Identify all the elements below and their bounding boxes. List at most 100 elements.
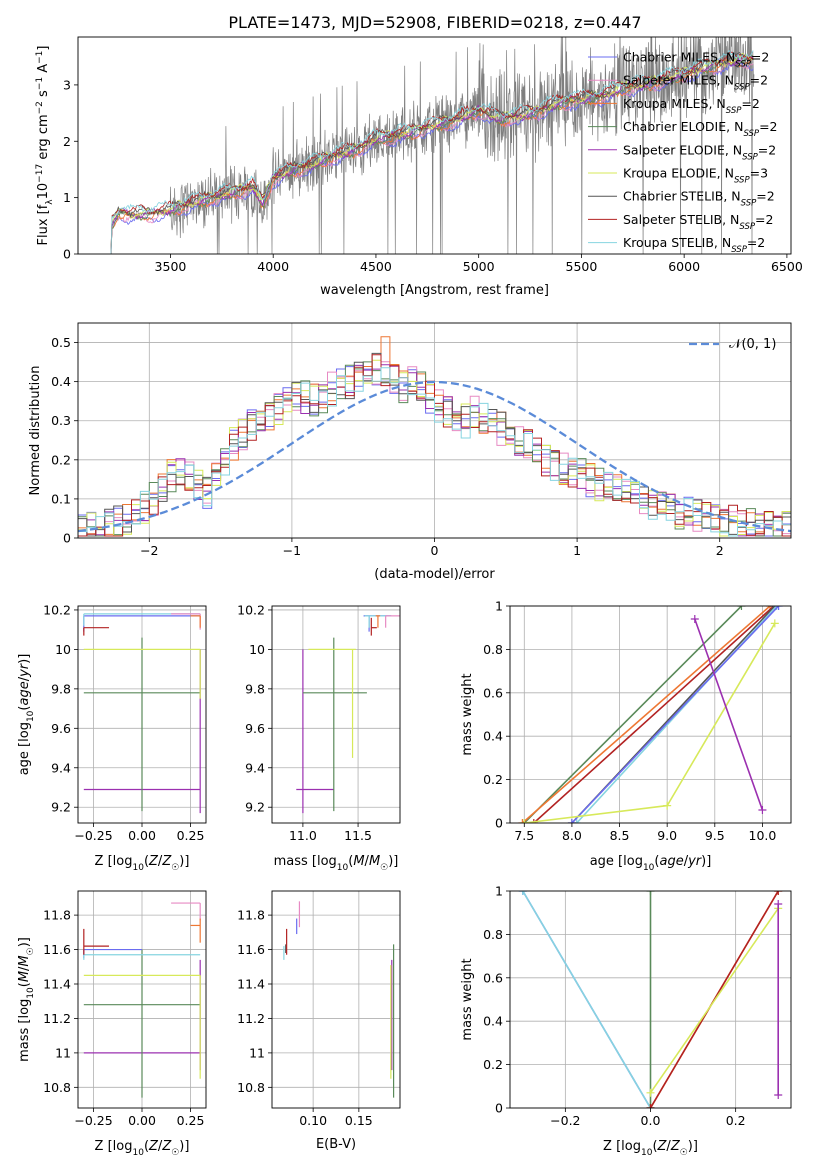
legend-label: Salpeter STELIB, NSSP=2 (623, 212, 773, 232)
x-tick-label: 0.25 (177, 828, 205, 843)
spectrum-legend: Chabrier MILES, NSSP=2 Salpeter MILES, NS… (588, 50, 778, 255)
histogram-step (78, 354, 791, 538)
spectrum-model-line (110, 53, 754, 254)
y-tick-label: 1 (495, 884, 503, 899)
y-tick-label: 0.2 (51, 452, 71, 467)
plot-area-z_vs_weight (518, 891, 783, 1108)
x-tick-label: −2 (140, 543, 158, 558)
y-tick-label: 11.2 (237, 1011, 265, 1026)
legend-label: Salpeter MILES, NSSP=2 (623, 73, 768, 93)
legend-label: 𝒩(0, 1) (729, 337, 776, 352)
histogram-step (78, 367, 791, 538)
y-tick-label: 10.2 (237, 602, 265, 617)
y-tick-label: 0 (63, 247, 71, 262)
x-tick-label: 5500 (566, 259, 598, 274)
y-tick-label: 11 (55, 1045, 71, 1060)
axes-z_vs_weight: −0.2 0.0 0.2 0 0.2 0.4 0.6 0.8 1 Z [log10(Z/Z☉)] m… (460, 884, 792, 1158)
x-tick-label: 0.25 (177, 1113, 205, 1128)
y-tick-label: 11.4 (43, 977, 71, 992)
axes-frame (271, 605, 401, 824)
normal-curve (78, 380, 791, 533)
x-tick-label: 11.0 (289, 828, 317, 843)
weight-marker (572, 819, 581, 823)
y-axis-label: mass weight (460, 673, 475, 755)
y-tick-label: 9.4 (51, 760, 71, 775)
x-tick-label: −0.2 (550, 1113, 580, 1128)
plot-area-ebv_vs_mass (283, 901, 395, 1098)
axes-ebv_vs_mass: 0.10 0.15 10.8 11 11.2 11.4 11.6 11.8 E(B-V) (237, 890, 401, 1152)
x-tick-label: 1 (573, 543, 581, 558)
y-axis-label: mass [log10(M/M☉)] (17, 937, 36, 1062)
x-axis-label: (data-model)/error (374, 567, 495, 582)
x-tick-label: 0.00 (128, 1113, 156, 1128)
weight-marker (663, 801, 672, 810)
y-axis-label: age [log10(age/yr)] (17, 654, 36, 776)
y-tick-label: 11 (249, 1045, 265, 1060)
axes-frame (271, 890, 401, 1109)
x-axis-label: Z [log10(Z/Z☉)] (95, 854, 190, 873)
x-axis-label: Z [log10(Z/Z☉)] (603, 1139, 698, 1158)
spectrum-model-line (110, 50, 754, 254)
weight-marker (646, 1088, 655, 1097)
axes-frame (509, 605, 792, 824)
figure-title: PLATE=1473, MJD=52908, FIBERID=0218, z=0… (228, 13, 641, 32)
y-axis-label: Normed distribution (28, 366, 43, 496)
y-tick-label: 0 (495, 816, 503, 831)
y-tick-label: 10 (55, 642, 71, 657)
y-tick-label: 10.2 (43, 602, 71, 617)
x-tick-label: 4000 (257, 259, 289, 274)
y-tick-label: 9.8 (51, 681, 71, 696)
y-tick-label: 9.4 (245, 760, 265, 775)
x-tick-label: 5000 (463, 259, 495, 274)
x-axis-label: age [log10(age/yr)] (590, 854, 712, 873)
x-axis-label: E(B-V) (316, 1137, 356, 1152)
weight-marker (518, 891, 527, 895)
legend-label: Salpeter ELODIE, NSSP=2 (623, 142, 776, 162)
axes-age_vs_weight: 7.5 8.0 8.5 9.0 9.5 10.0 0 0.2 0.4 0.6 0.8 1 age [lo… (460, 599, 792, 873)
y-tick-label: 11.6 (43, 942, 71, 957)
weight-line (649, 907, 779, 1094)
y-tick-label: 10 (249, 642, 265, 657)
y-tick-label: 0.4 (483, 1014, 503, 1029)
y-tick-label: 0.2 (483, 772, 503, 787)
x-tick-label: −0.25 (74, 1113, 112, 1128)
legend-label: Chabrier ELODIE, NSSP=2 (623, 119, 778, 139)
y-tick-label: 2 (63, 134, 71, 149)
legend-label: Kroupa STELIB, NSSP=2 (623, 235, 765, 255)
y-tick-label: 1 (495, 599, 503, 614)
x-axis-label: Z [log10(Z/Z☉)] (95, 1139, 190, 1158)
y-tick-label: 9.2 (51, 800, 71, 815)
weight-marker (646, 1104, 655, 1108)
x-tick-label: 4500 (360, 259, 392, 274)
y-tick-label: 0.8 (483, 927, 503, 942)
weight-line (524, 622, 776, 823)
spectrum-model-line (110, 61, 754, 254)
x-tick-label: 6500 (771, 259, 803, 274)
x-tick-label: 3500 (155, 259, 187, 274)
y-tick-label: 0.2 (483, 1057, 503, 1072)
y-tick-label: 9.6 (51, 721, 71, 736)
y-tick-label: 1 (63, 190, 71, 205)
axes-frame (77, 36, 792, 255)
x-tick-label: 0.0 (641, 1113, 661, 1128)
y-tick-label: 10.8 (237, 1080, 265, 1095)
y-tick-label: 9.8 (245, 681, 265, 696)
x-tick-label: 8.0 (562, 828, 582, 843)
y-tick-label: 0.6 (483, 970, 503, 985)
weight-marker (774, 900, 783, 909)
weight-marker (690, 615, 699, 624)
y-tick-label: 0.8 (483, 642, 503, 657)
legend-label: Kroupa MILES, NSSP=2 (623, 96, 760, 116)
weight-marker (758, 805, 767, 814)
weight-marker (774, 891, 783, 895)
y-axis-label: Flux [fλ10−17 erg cm−2 s−1 A−1] (35, 46, 55, 246)
x-tick-label: 6000 (668, 259, 700, 274)
y-tick-label: 0.4 (483, 729, 503, 744)
x-axis-label: wavelength [Angstrom, rest frame] (320, 283, 549, 298)
weight-marker (774, 606, 783, 610)
legend-label: Chabrier STELIB, NSSP=2 (623, 189, 775, 209)
weight-marker (567, 819, 576, 823)
weight-marker (520, 819, 529, 823)
weight-line (523, 606, 743, 823)
